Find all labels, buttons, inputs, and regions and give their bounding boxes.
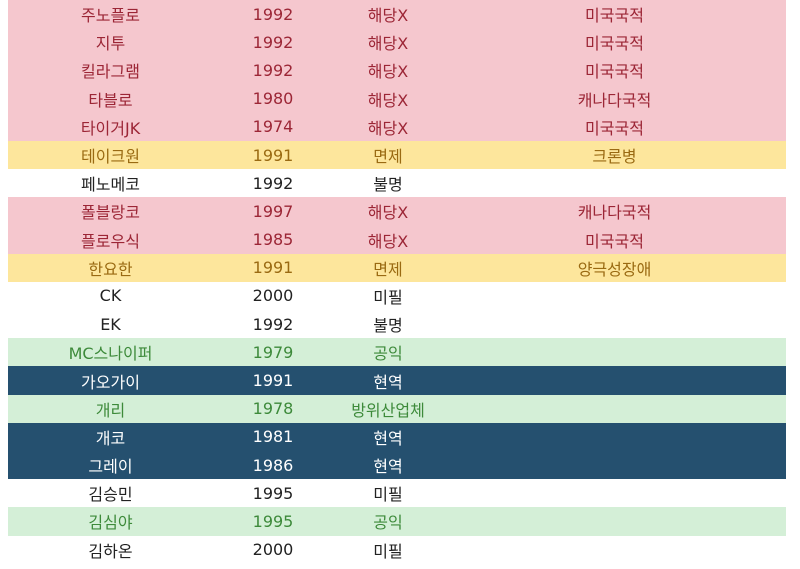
name-cell: 개코 [95, 428, 126, 448]
year-cell: 1991 [252, 145, 294, 165]
note-cell: 미국국적 [585, 34, 644, 54]
year-cell: 1992 [252, 32, 294, 52]
year-cell: 1974 [252, 117, 294, 137]
year-cell: 1985 [252, 230, 294, 250]
name-cell: CK [99, 286, 122, 306]
status-cell: 면제 [373, 259, 403, 279]
year-cell: 1978 [252, 399, 294, 419]
name-cell: 폴블랑코 [81, 203, 140, 223]
table-row: 타이거JK 1974 해당X 미국국적 [8, 112, 786, 141]
note-cell: 미국국적 [585, 118, 644, 138]
note-cell: 미국국적 [585, 231, 644, 251]
year-cell: 1992 [252, 4, 294, 24]
year-cell: 2000 [252, 540, 294, 560]
table-row: 김승민 1995 미필 [8, 479, 786, 508]
year-cell: 2000 [252, 286, 294, 306]
name-cell: 킬라그램 [81, 62, 140, 82]
year-cell: 1997 [252, 201, 294, 221]
year-cell: 1991 [252, 258, 294, 278]
table-row: 김심야 1995 공익 [8, 507, 786, 536]
status-cell: 현역 [373, 457, 403, 477]
status-cell: 공익 [373, 513, 403, 533]
status-cell: 해당X [367, 231, 409, 251]
year-cell: 1981 [252, 427, 294, 447]
year-cell: 1991 [252, 371, 294, 391]
note-cell: 미국국적 [585, 6, 644, 26]
table-row: 김하온 2000 미필 [8, 535, 786, 564]
table-row: 지투 1992 해당X 미국국적 [8, 28, 786, 57]
status-cell: 면제 [373, 147, 403, 167]
status-cell: 공익 [373, 344, 403, 364]
note-cell: 양극성장애 [577, 259, 652, 279]
status-cell: 해당X [367, 62, 409, 82]
table-row: MC스나이퍼 1979 공익 [8, 338, 786, 367]
table-row: 플로우식 1985 해당X 미국국적 [8, 225, 786, 254]
note-cell: 캐나다국적 [577, 203, 652, 223]
name-cell: 김심야 [88, 513, 133, 533]
year-cell: 1995 [252, 483, 294, 503]
table-row: 폴블랑코 1997 해당X 캐나다국적 [8, 197, 786, 226]
name-cell: 테이크원 [81, 147, 140, 167]
year-cell: 1980 [252, 89, 294, 109]
status-cell: 미필 [373, 541, 403, 561]
year-cell: 1992 [252, 60, 294, 80]
table-row: 주노플로 1992 해당X 미국국적 [8, 0, 786, 29]
table-row: 한요한 1991 면제 양극성장애 [8, 253, 786, 282]
name-cell: 주노플로 [81, 6, 140, 26]
table-row: 테이크원 1991 면제 크론병 [8, 140, 786, 170]
note-cell: 미국국적 [585, 62, 644, 82]
table-row: 킬라그램 1992 해당X 미국국적 [8, 56, 786, 85]
note-cell: 크론병 [592, 147, 637, 167]
status-cell: 현역 [373, 428, 403, 448]
name-cell: 그레이 [88, 457, 133, 477]
table-row: 그레이 1986 현역 [8, 451, 786, 480]
name-cell: 김승민 [88, 485, 133, 505]
name-cell: 지투 [95, 34, 126, 54]
rapper-military-table: 주노플로 1992 해당X 미국국적 지투 1992 해당X 미국국적 킬라그램 1992 해당X 미… [8, 0, 786, 564]
name-cell: 김하온 [88, 541, 133, 561]
table-row: 페노메코 1992 불명 [8, 169, 786, 198]
table-row: CK 2000 미필 [8, 281, 786, 311]
name-cell: 가오가이 [81, 372, 140, 392]
year-cell: 1979 [252, 342, 294, 362]
table-row: EK 1992 불명 [8, 310, 786, 339]
name-cell: 한요한 [88, 259, 133, 279]
table-row: 타블로 1980 해당X 캐나다국적 [8, 84, 786, 113]
name-cell: 개리 [95, 400, 126, 420]
status-cell: 해당X [367, 6, 409, 26]
status-cell: 현역 [373, 372, 403, 392]
status-cell: 해당X [367, 90, 409, 110]
year-cell: 1995 [252, 511, 294, 531]
year-cell: 1992 [252, 173, 294, 193]
name-cell: 플로우식 [81, 231, 140, 251]
status-cell: 미필 [373, 287, 403, 307]
table-row: 가오가이 1991 현역 [8, 366, 786, 395]
year-cell: 1986 [252, 455, 294, 475]
table-row: 개코 1981 현역 [8, 422, 786, 451]
table-row: 개리 1978 방위산업체 [8, 394, 786, 423]
name-cell: 타블로 [88, 90, 133, 110]
status-cell: 해당X [367, 34, 409, 54]
status-cell: 해당X [367, 118, 409, 138]
status-cell: 해당X [367, 203, 409, 223]
name-cell: EK [100, 314, 121, 334]
note-cell: 캐나다국적 [577, 90, 652, 110]
status-cell: 미필 [373, 485, 403, 505]
year-cell: 1992 [252, 314, 294, 334]
status-cell: 불명 [373, 316, 403, 336]
status-cell: 불명 [373, 175, 403, 195]
status-cell: 방위산업체 [351, 400, 425, 420]
name-cell: 페노메코 [81, 175, 140, 195]
name-cell: 타이거JK [80, 118, 141, 138]
name-cell: MC스나이퍼 [68, 344, 153, 364]
